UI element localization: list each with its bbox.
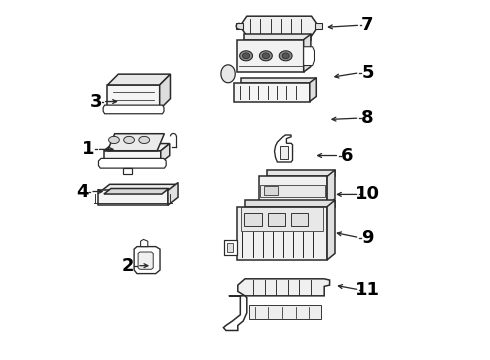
Polygon shape — [124, 136, 134, 144]
Polygon shape — [245, 213, 262, 226]
Polygon shape — [248, 305, 320, 319]
Polygon shape — [264, 186, 278, 195]
Polygon shape — [304, 34, 311, 72]
Text: 7: 7 — [361, 16, 374, 34]
Polygon shape — [161, 144, 170, 163]
Polygon shape — [234, 83, 310, 102]
Polygon shape — [240, 51, 252, 61]
Text: 3: 3 — [89, 93, 102, 111]
Polygon shape — [259, 176, 327, 205]
Text: 10: 10 — [355, 185, 380, 203]
Polygon shape — [268, 213, 285, 226]
Polygon shape — [138, 252, 153, 269]
Polygon shape — [236, 23, 243, 29]
Polygon shape — [104, 189, 169, 194]
Text: 1: 1 — [82, 140, 95, 158]
Polygon shape — [279, 51, 292, 61]
Polygon shape — [122, 168, 132, 174]
Polygon shape — [227, 243, 233, 252]
Polygon shape — [141, 239, 148, 247]
Polygon shape — [245, 34, 311, 40]
Polygon shape — [168, 183, 178, 205]
Polygon shape — [99, 184, 176, 192]
Polygon shape — [109, 136, 120, 144]
Text: 2: 2 — [122, 257, 134, 275]
Polygon shape — [282, 53, 289, 59]
Polygon shape — [242, 16, 317, 36]
Polygon shape — [291, 213, 308, 226]
Polygon shape — [327, 170, 335, 205]
Polygon shape — [245, 200, 335, 207]
Polygon shape — [241, 78, 316, 83]
Polygon shape — [243, 53, 250, 59]
Polygon shape — [241, 207, 323, 231]
Text: 4: 4 — [76, 183, 89, 201]
Polygon shape — [107, 74, 171, 85]
Polygon shape — [107, 134, 164, 151]
Text: 5: 5 — [361, 64, 374, 82]
Text: 9: 9 — [361, 229, 374, 247]
Polygon shape — [238, 279, 330, 296]
Polygon shape — [104, 151, 161, 163]
Polygon shape — [315, 23, 322, 29]
Polygon shape — [274, 135, 293, 162]
Polygon shape — [103, 105, 164, 114]
Polygon shape — [260, 51, 272, 61]
Polygon shape — [160, 74, 171, 109]
Polygon shape — [223, 296, 247, 330]
Polygon shape — [98, 190, 168, 205]
Polygon shape — [327, 200, 335, 260]
Polygon shape — [237, 207, 327, 260]
Polygon shape — [98, 158, 166, 168]
Polygon shape — [107, 85, 160, 109]
Polygon shape — [262, 53, 270, 59]
Polygon shape — [139, 136, 149, 144]
Polygon shape — [280, 146, 288, 159]
Polygon shape — [134, 247, 160, 274]
Polygon shape — [304, 47, 315, 66]
Polygon shape — [221, 65, 235, 83]
Polygon shape — [310, 78, 316, 102]
Polygon shape — [261, 185, 325, 197]
Polygon shape — [237, 40, 304, 72]
Polygon shape — [104, 144, 170, 151]
Polygon shape — [224, 240, 237, 255]
Text: 11: 11 — [355, 281, 380, 299]
Text: 8: 8 — [361, 109, 374, 127]
Polygon shape — [267, 170, 335, 176]
Text: 6: 6 — [342, 147, 354, 165]
